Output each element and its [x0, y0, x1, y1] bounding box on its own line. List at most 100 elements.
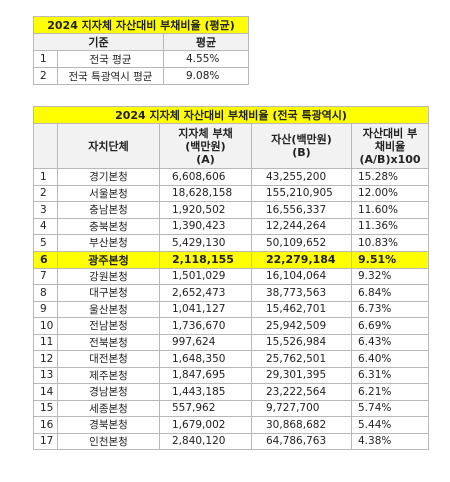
debt-value: 1,679,002	[159, 416, 252, 434]
summary-label: 전국 평균	[57, 50, 164, 68]
detail-table: 2024 지자체 자산대비 부채비율 (전국 특광역시) 자치단체 지자체 부채…	[32, 106, 430, 450]
ratio-value: 6.43%	[350, 333, 430, 351]
debt-value: 1,501,029	[159, 267, 252, 285]
ratio-value: 11.36%	[350, 217, 430, 235]
ratio-value: 6.40%	[350, 350, 430, 368]
asset-value: 29,301,395	[251, 366, 352, 384]
asset-value: 15,526,984	[251, 333, 352, 351]
debt-value: 2,118,155	[159, 250, 252, 269]
ratio-value: 10.83%	[350, 234, 430, 252]
detail-title: 2024 지자체 자산대비 부채비율 (전국 특광역시)	[32, 106, 430, 124]
row-number: 1	[33, 168, 58, 186]
entity-name: 강원본청	[57, 267, 160, 285]
ratio-value: 6.21%	[350, 383, 430, 401]
ratio-value: 6.31%	[350, 366, 430, 384]
asset-value: 38,773,563	[251, 284, 352, 302]
table-row: 1 경기본청 6,608,606 43,255,200 15.28%	[33, 168, 430, 186]
entity-name: 충북본청	[57, 217, 160, 235]
debt-value: 6,608,606	[159, 168, 252, 186]
entity-name: 광주본청	[57, 250, 160, 269]
ratio-value: 6.73%	[350, 300, 430, 318]
asset-value: 155,210,905	[251, 184, 352, 202]
row-number: 6	[33, 250, 58, 269]
ratio-value: 4.38%	[350, 432, 430, 450]
row-number: 3	[33, 201, 58, 219]
asset-value: 30,868,682	[251, 416, 352, 434]
detail-header-ratio: 자산대비 부 채비율 (A/B)x100	[350, 123, 430, 169]
table-row: 2 서울본청 18,628,158 155,210,905 12.00%	[33, 184, 430, 202]
table-row: 8 대구본청 2,652,473 38,773,563 6.84%	[33, 284, 430, 302]
ratio-value: 12.00%	[350, 184, 430, 202]
asset-value: 23,222,564	[251, 383, 352, 401]
summary-body: 1 전국 평균 4.55% 2 전국 특광역시 평균 9.08%	[33, 50, 250, 85]
asset-value: 16,556,337	[251, 201, 352, 219]
asset-value: 22,279,184	[251, 250, 352, 269]
row-number: 14	[33, 383, 58, 401]
debt-value: 1,847,695	[159, 366, 252, 384]
summary-row: 2 전국 특광역시 평균 9.08%	[33, 67, 250, 85]
table-row: 16 경북본청 1,679,002 30,868,682 5.44%	[33, 416, 430, 434]
table-row: 15 세종본청 557,962 9,727,700 5.74%	[33, 399, 430, 417]
summary-row: 1 전국 평균 4.55%	[33, 50, 250, 68]
asset-value: 16,104,064	[251, 267, 352, 285]
ratio-value: 9.32%	[350, 267, 430, 285]
entity-name: 경남본청	[57, 383, 160, 401]
entity-name: 울산본청	[57, 300, 160, 318]
debt-value: 2,840,120	[159, 432, 252, 450]
row-number: 5	[33, 234, 58, 252]
entity-name: 대전본청	[57, 350, 160, 368]
summary-header-basis: 기준	[33, 33, 164, 51]
row-number: 12	[33, 350, 58, 368]
table-row: 10 전남본청 1,736,670 25,942,509 6.69%	[33, 317, 430, 335]
row-number: 10	[33, 317, 58, 335]
asset-value: 25,942,509	[251, 317, 352, 335]
table-row: 4 충북본청 1,390,423 12,244,264 11.36%	[33, 217, 430, 235]
ratio-value: 9.51%	[350, 250, 430, 269]
debt-value: 997,624	[159, 333, 252, 351]
table-row: 14 경남본청 1,443,185 23,222,564 6.21%	[33, 383, 430, 401]
asset-value: 12,244,264	[251, 217, 352, 235]
row-number: 13	[33, 366, 58, 384]
summary-table: 2024 지자체 자산대비 부채비율 (평균) 기준 평균 1 전국 평균 4.55…	[32, 16, 250, 85]
entity-name: 충남본청	[57, 201, 160, 219]
summary-header-average: 평균	[162, 33, 250, 51]
table-row-highlighted: 6 광주본청 2,118,155 22,279,184 9.51%	[33, 250, 430, 269]
asset-value: 50,109,652	[251, 234, 352, 252]
row-number: 7	[33, 267, 58, 285]
detail-body: 1 경기본청 6,608,606 43,255,200 15.28% 2 서울본청 18,62…	[33, 168, 430, 450]
asset-value: 64,786,763	[251, 432, 352, 450]
table-row: 7 강원본청 1,501,029 16,104,064 9.32%	[33, 267, 430, 285]
asset-value: 9,727,700	[251, 399, 352, 417]
row-number: 16	[33, 416, 58, 434]
entity-name: 세종본청	[57, 399, 160, 417]
debt-value: 18,628,158	[159, 184, 252, 202]
debt-value: 1,443,185	[159, 383, 252, 401]
debt-value: 557,962	[159, 399, 252, 417]
row-number: 15	[33, 399, 58, 417]
entity-name: 전북본청	[57, 333, 160, 351]
row-number: 17	[33, 432, 58, 450]
row-number: 2	[33, 184, 58, 202]
debt-value: 2,652,473	[159, 284, 252, 302]
row-number: 2	[33, 67, 58, 85]
summary-value: 4.55%	[162, 50, 250, 68]
debt-value: 1,736,670	[159, 317, 252, 335]
debt-value: 1,648,350	[159, 350, 252, 368]
table-row: 9 울산본청 1,041,127 15,462,701 6.73%	[33, 300, 430, 318]
ratio-value: 5.74%	[350, 399, 430, 417]
debt-value: 1,390,423	[159, 217, 252, 235]
table-row: 11 전북본청 997,624 15,526,984 6.43%	[33, 333, 430, 351]
table-row: 5 부산본청 5,429,130 50,109,652 10.83%	[33, 234, 430, 252]
detail-header-entity: 자치단체	[57, 123, 160, 169]
table-row: 3 충남본청 1,920,502 16,556,337 11.60%	[33, 201, 430, 219]
summary-title: 2024 지자체 자산대비 부채비율 (평균)	[32, 16, 250, 34]
entity-name: 경기본청	[57, 168, 160, 186]
ratio-value: 11.60%	[350, 201, 430, 219]
entity-name: 서울본청	[57, 184, 160, 202]
detail-header-no	[33, 123, 58, 169]
row-number: 9	[33, 300, 58, 318]
row-number: 11	[33, 333, 58, 351]
summary-label: 전국 특광역시 평균	[57, 67, 164, 85]
table-row: 13 제주본청 1,847,695 29,301,395 6.31%	[33, 366, 430, 384]
debt-value: 1,920,502	[159, 201, 252, 219]
